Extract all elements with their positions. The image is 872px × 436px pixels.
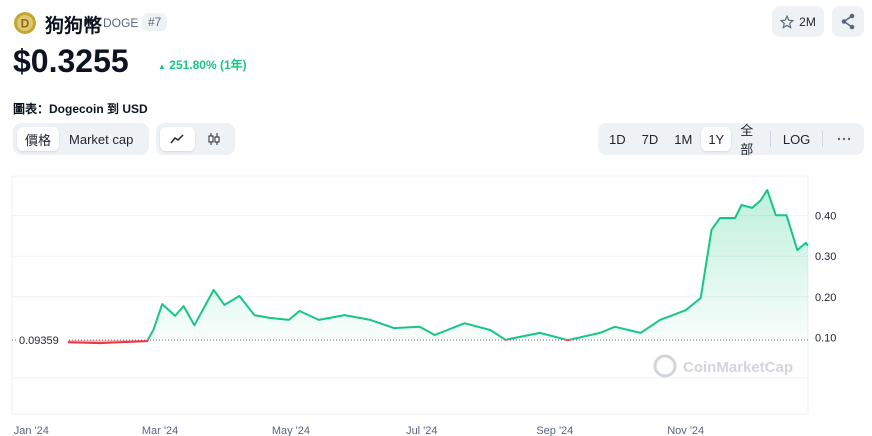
chart-label: 圖表：Dogecoin 到 USD bbox=[13, 102, 148, 116]
log-button[interactable]: LOG bbox=[782, 131, 811, 147]
x-tick-label: Sep '24 bbox=[536, 425, 573, 436]
price-line bbox=[67, 189, 809, 345]
y-tick-label: 0.40 bbox=[815, 211, 836, 223]
x-tick-label: Jul '24 bbox=[406, 425, 437, 436]
watermark: CoinMarketCap bbox=[653, 354, 793, 378]
y-tick-label: 0.10 bbox=[815, 332, 836, 344]
chart-style-group bbox=[156, 123, 235, 155]
range-button[interactable]: 1M bbox=[674, 131, 693, 147]
price-change: ▲ 251.80% (1年) bbox=[158, 58, 247, 72]
range-button[interactable]: 7D bbox=[641, 131, 659, 147]
line-style-button[interactable] bbox=[160, 127, 195, 151]
share-button[interactable] bbox=[832, 6, 864, 37]
tab-button[interactable]: 價格 bbox=[17, 127, 60, 151]
baseline-label-bg bbox=[16, 332, 68, 349]
range-button[interactable]: 1D bbox=[609, 131, 626, 147]
x-tick-label: Jan '24 bbox=[14, 425, 49, 436]
range-button[interactable]: 1Y bbox=[701, 127, 732, 151]
tab-button[interactable]: Market cap bbox=[69, 131, 134, 147]
x-tick-label: May '24 bbox=[272, 425, 310, 436]
more-button[interactable] bbox=[828, 127, 860, 151]
y-tick-label: 0.30 bbox=[815, 251, 836, 263]
price-change-text: 251.80% (1年) bbox=[169, 58, 247, 72]
svg-text:D: D bbox=[21, 17, 30, 31]
rank-badge: #7 bbox=[142, 13, 168, 31]
divider bbox=[770, 131, 771, 147]
watermark-text: CoinMarketCap bbox=[683, 359, 793, 376]
price-area bbox=[67, 190, 809, 344]
candle-style-button[interactable] bbox=[197, 127, 232, 151]
coin-symbol: DOGE bbox=[103, 16, 139, 30]
baseline-label: 0.09359 bbox=[19, 335, 59, 347]
x-tick-label: Nov '24 bbox=[667, 425, 704, 436]
watermark-logo bbox=[653, 354, 677, 378]
tab-group: 價格 Market cap bbox=[13, 123, 149, 155]
y-tick-label: 0.20 bbox=[815, 292, 836, 304]
watchlist-count: 2M bbox=[799, 14, 816, 29]
price: $0.3255 bbox=[13, 43, 129, 79]
coin-logo: D bbox=[14, 12, 36, 34]
coin-name: 狗狗幣 bbox=[45, 16, 103, 37]
x-tick-label: Mar '24 bbox=[142, 425, 178, 436]
divider bbox=[822, 131, 823, 147]
range-group: 1D 7D 1M 1Y 全部 LOG bbox=[598, 123, 864, 157]
watchlist-button[interactable]: 2M bbox=[772, 6, 824, 37]
